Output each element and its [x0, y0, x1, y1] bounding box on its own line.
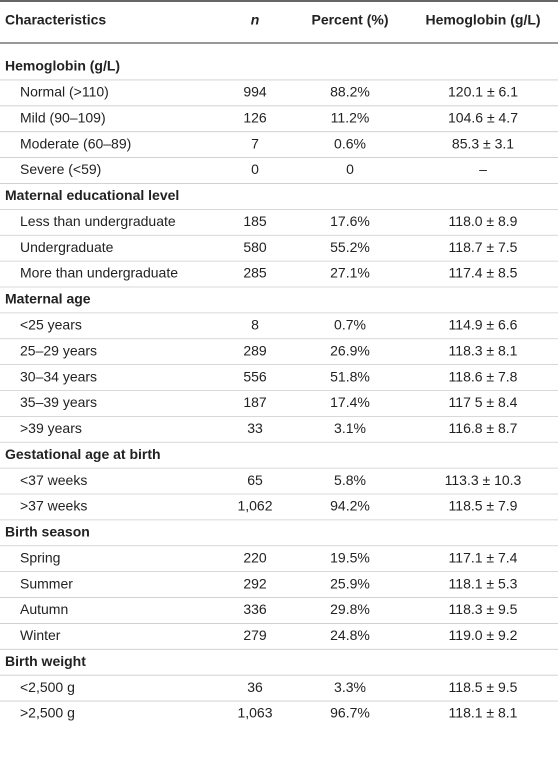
- cell: 118.0 ± 8.9: [449, 213, 518, 229]
- cell: 0.7%: [334, 317, 366, 333]
- cell: 30–34 years: [20, 368, 97, 384]
- cell: 994: [243, 84, 267, 100]
- cell: 118.7 ± 7.5: [449, 239, 518, 255]
- cell: 120.1 ± 6.1: [448, 84, 518, 100]
- cell: 1,062: [237, 498, 272, 514]
- cell: 7: [251, 135, 259, 151]
- cell: <2,500 g: [20, 679, 75, 695]
- header-cell: Percent (%): [311, 12, 388, 28]
- cell: 118.5 ± 7.9: [449, 498, 518, 514]
- cell: 119.0 ± 9.2: [449, 627, 518, 643]
- cell: 8: [251, 317, 259, 333]
- cell: 1,063: [237, 705, 272, 721]
- cell: >2,500 g: [20, 705, 75, 721]
- cell: 185: [243, 213, 267, 229]
- section-title: Birth season: [5, 524, 90, 540]
- cell: 11.2%: [331, 109, 370, 125]
- cell: 88.2%: [330, 84, 370, 100]
- cell: Spring: [20, 549, 60, 565]
- cell: Severe (<59): [20, 161, 101, 177]
- cell: 3.1%: [334, 420, 366, 436]
- cell: Summer: [20, 575, 73, 591]
- cell: 220: [243, 549, 267, 565]
- cell: 85.3 ± 3.1: [452, 135, 514, 151]
- cell: More than undergraduate: [20, 265, 178, 281]
- cell: 118.1 ± 5.3: [449, 575, 518, 591]
- header-cell: Hemoglobin (g/L): [425, 12, 540, 28]
- cell: 29.8%: [330, 601, 370, 617]
- cell: 117.1 ± 7.4: [449, 549, 518, 565]
- cell: <37 weeks: [20, 472, 87, 488]
- cell: Winter: [20, 627, 61, 643]
- cell: 26.9%: [330, 342, 370, 358]
- section-title: Birth weight: [5, 653, 86, 669]
- cell: 0.6%: [334, 135, 366, 151]
- cell: Normal (>110): [20, 84, 109, 100]
- cell: 279: [243, 627, 267, 643]
- cell: 24.8%: [330, 627, 370, 643]
- cell: 118.5 ± 9.5: [449, 679, 518, 695]
- cell: 285: [243, 265, 267, 281]
- cell: 187: [243, 394, 267, 410]
- cell: Moderate (60–89): [20, 135, 131, 151]
- cell: 25–29 years: [20, 342, 97, 358]
- cell: 116.8 ± 8.7: [449, 420, 518, 436]
- cell: 126: [243, 109, 267, 125]
- cell: 5.8%: [334, 472, 366, 488]
- cell: 114.9 ± 6.6: [449, 317, 518, 333]
- cell: Undergraduate: [20, 239, 114, 255]
- cell: 292: [243, 575, 267, 591]
- cell: 17.4%: [330, 394, 370, 410]
- cell: 556: [243, 368, 267, 384]
- cell: 33: [247, 420, 263, 436]
- cell: 0: [346, 161, 354, 177]
- cell: 19.5%: [330, 549, 370, 565]
- cell: 36: [247, 679, 263, 695]
- header-cell: Characteristics: [5, 12, 106, 28]
- cell: Autumn: [20, 601, 68, 617]
- cell: 117 5 ± 8.4: [449, 394, 518, 410]
- section-title: Maternal educational level: [5, 187, 179, 203]
- cell: >37 weeks: [20, 498, 87, 514]
- cell: 51.8%: [330, 368, 370, 384]
- cell: 113.3 ± 10.3: [445, 472, 522, 488]
- cell: 118.3 ± 9.5: [449, 601, 518, 617]
- header-cell: n: [251, 12, 260, 28]
- cell: 289: [243, 342, 267, 358]
- cell: 336: [243, 601, 267, 617]
- cell: 104.6 ± 4.7: [448, 109, 518, 125]
- cell: 118.1 ± 8.1: [449, 705, 518, 721]
- cell: 94.2%: [330, 498, 370, 514]
- cell: 55.2%: [330, 239, 370, 255]
- cell: Mild (90–109): [20, 109, 106, 125]
- cell: 27.1%: [330, 265, 370, 281]
- cell: 118.6 ± 7.8: [449, 368, 518, 384]
- cell: 17.6%: [330, 213, 370, 229]
- section-title: Hemoglobin (g/L): [5, 58, 120, 74]
- cell: 25.9%: [330, 575, 370, 591]
- section-title: Maternal age: [5, 291, 91, 307]
- cell: 118.3 ± 8.1: [449, 342, 518, 358]
- cell: >39 years: [20, 420, 82, 436]
- cell: 580: [243, 239, 267, 255]
- cell: 96.7%: [330, 705, 370, 721]
- cell: Less than undergraduate: [20, 213, 176, 229]
- cell: 3.3%: [334, 679, 366, 695]
- cell: –: [479, 161, 487, 177]
- cell: <25 years: [20, 317, 82, 333]
- cell: 0: [251, 161, 259, 177]
- cell: 65: [247, 472, 263, 488]
- section-title: Gestational age at birth: [5, 446, 161, 462]
- cell: 117.4 ± 8.5: [449, 265, 518, 281]
- cell: 35–39 years: [20, 394, 97, 410]
